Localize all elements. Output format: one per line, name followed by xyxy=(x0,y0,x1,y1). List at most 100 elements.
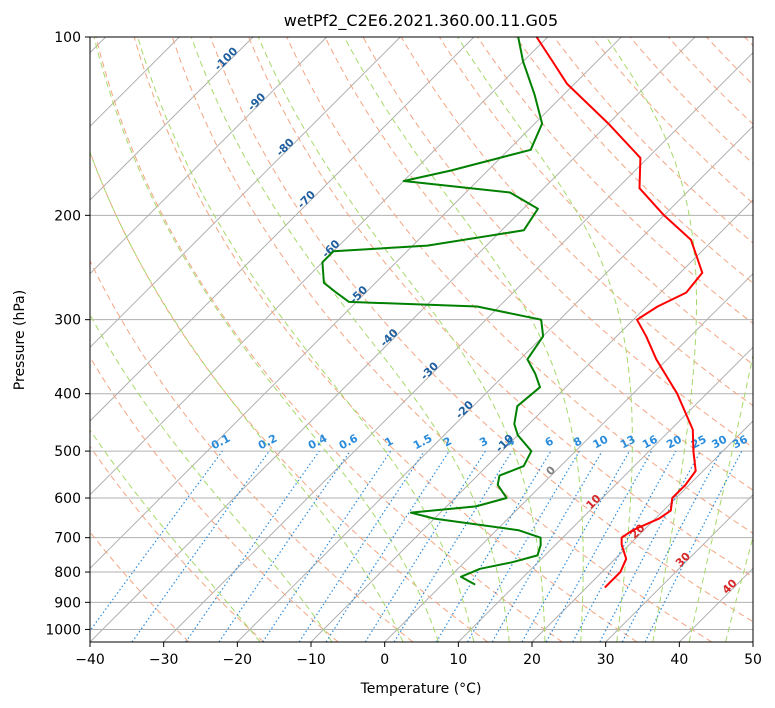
y-tick-label: 900 xyxy=(54,595,81,611)
dry-adiabat-line xyxy=(515,37,753,284)
mixing-ratio-label: 6 xyxy=(543,434,556,449)
isotherm-label: -60 xyxy=(319,237,342,260)
mixing-ratio-line xyxy=(599,450,702,642)
isotherm-line xyxy=(90,37,328,275)
mixing-ratio-line xyxy=(572,450,677,642)
mixing-ratio-line xyxy=(435,450,552,642)
isotherm-line xyxy=(163,51,753,642)
mixing-ratio-line xyxy=(298,450,425,642)
dry-adiabat-line xyxy=(90,531,190,642)
x-tick-label: 0 xyxy=(380,652,389,668)
mixing-ratio-line xyxy=(218,450,351,642)
mixing-ratio-line xyxy=(491,450,603,642)
mixing-ratio-lines xyxy=(90,450,743,642)
mixing-ratio-label: 13 xyxy=(618,433,638,452)
moist-adiabat-line xyxy=(190,37,510,642)
isotherm-label: -20 xyxy=(453,398,476,421)
y-tick-label: 100 xyxy=(54,30,81,46)
isotherm-line xyxy=(384,272,753,642)
y-tick-label: 1000 xyxy=(45,622,81,638)
isotherm-grid xyxy=(90,37,753,642)
moist-adiabat-line xyxy=(343,37,584,642)
dewpoint-profile-line xyxy=(321,37,545,586)
x-tick-label: 10 xyxy=(449,652,467,668)
dry-adiabat-line xyxy=(324,37,753,491)
moist-adiabat-line xyxy=(457,37,633,642)
plot-frame xyxy=(89,36,754,643)
temperature-profile-line xyxy=(535,37,704,589)
dry-adiabat-line xyxy=(553,37,753,244)
mixing-ratio-line xyxy=(393,450,513,642)
isobar-grid xyxy=(90,37,753,630)
x-tick-label: −40 xyxy=(75,652,105,668)
x-tick-label: 30 xyxy=(597,652,615,668)
mixing-ratio-label: 8 xyxy=(571,434,584,449)
moist-adiabat-line xyxy=(93,37,439,642)
isotherm-line xyxy=(90,37,254,201)
dry-adiabat-line xyxy=(171,37,712,642)
y-axis: 100 200 300 400 500 600 700 800 900 1000 xyxy=(45,30,90,638)
moist-adiabat-line xyxy=(90,429,261,642)
dry-adiabat-line xyxy=(477,37,753,325)
mixing-ratio-label: 30 xyxy=(710,433,730,452)
mixing-ratio-line xyxy=(90,450,223,632)
mixing-ratio-label: 1 xyxy=(383,434,396,449)
isotherm-line xyxy=(90,37,475,422)
mixing-ratio-line xyxy=(262,450,392,642)
x-tick-label: 20 xyxy=(523,652,541,668)
x-tick-label: 40 xyxy=(670,652,688,668)
x-tick-label: −30 xyxy=(149,652,179,668)
mixing-ratio-line xyxy=(364,450,486,642)
plot-area: 0.1 0.2 0.4 0.6 1 1.5 2 3 4 6 8 10 13 16 20 25 30 36-100-… xyxy=(90,37,753,642)
profiles xyxy=(321,37,704,589)
mixing-ratio-label: 0.1 xyxy=(209,432,232,453)
x-tick-label: −10 xyxy=(296,652,326,668)
x-tick-label: 50 xyxy=(744,652,762,668)
dry-adiabat-line xyxy=(591,37,753,204)
isotherm-line xyxy=(752,641,753,642)
dry-adiabats xyxy=(90,37,753,642)
mixing-ratio-label: 10 xyxy=(591,433,611,452)
dry-adiabat-line xyxy=(210,37,753,623)
dry-adiabat-line xyxy=(90,356,339,642)
isotherm-line xyxy=(236,125,753,642)
isotherm-label: -100 xyxy=(212,44,241,73)
moist-adiabat-label: 40 xyxy=(720,576,740,596)
moist-adiabat-line xyxy=(90,150,404,642)
isotherm-line xyxy=(90,37,549,496)
isotherm-line xyxy=(457,346,753,642)
mixing-ratio-label: 16 xyxy=(640,433,660,452)
dry-adiabat-line xyxy=(362,37,753,449)
mixing-ratio-line xyxy=(185,450,320,642)
y-tick-label: 500 xyxy=(54,444,81,460)
y-tick-label: 700 xyxy=(54,531,81,547)
dry-adiabat-line xyxy=(90,259,414,642)
y-tick-label: 200 xyxy=(54,208,81,224)
dry-adiabat-line xyxy=(95,37,563,642)
isotherm-label: -90 xyxy=(245,90,268,113)
isotherm-label: -70 xyxy=(295,188,318,211)
isotherm-line xyxy=(90,37,696,642)
moist-adiabat-line xyxy=(257,37,546,642)
moist-adiabat-label: 30 xyxy=(673,549,693,569)
y-tick-label: 800 xyxy=(54,565,81,581)
moist-adiabat-line xyxy=(725,535,753,642)
isotherm-line xyxy=(90,37,401,349)
moist-adiabat-label: 10 xyxy=(584,492,604,512)
dry-adiabat-line xyxy=(629,37,753,165)
y-tick-label: 300 xyxy=(54,313,81,329)
mixing-ratio-line xyxy=(325,450,450,642)
mixing-ratio-label: 1.5 xyxy=(411,432,434,453)
mixing-ratio-label: 36 xyxy=(730,433,750,452)
x-tick-label: −20 xyxy=(223,652,253,668)
isotherm-line xyxy=(605,493,753,642)
dry-adiabat-line xyxy=(133,37,638,642)
moist-adiabat-line xyxy=(90,313,333,642)
moist-adiabat-line xyxy=(605,37,697,642)
isotherm-line xyxy=(90,37,622,570)
mixing-ratio-label: 0.2 xyxy=(256,432,279,453)
moist-adiabat-line xyxy=(688,352,753,642)
isotherm-line xyxy=(678,567,753,642)
isotherm-label: -80 xyxy=(274,135,297,158)
